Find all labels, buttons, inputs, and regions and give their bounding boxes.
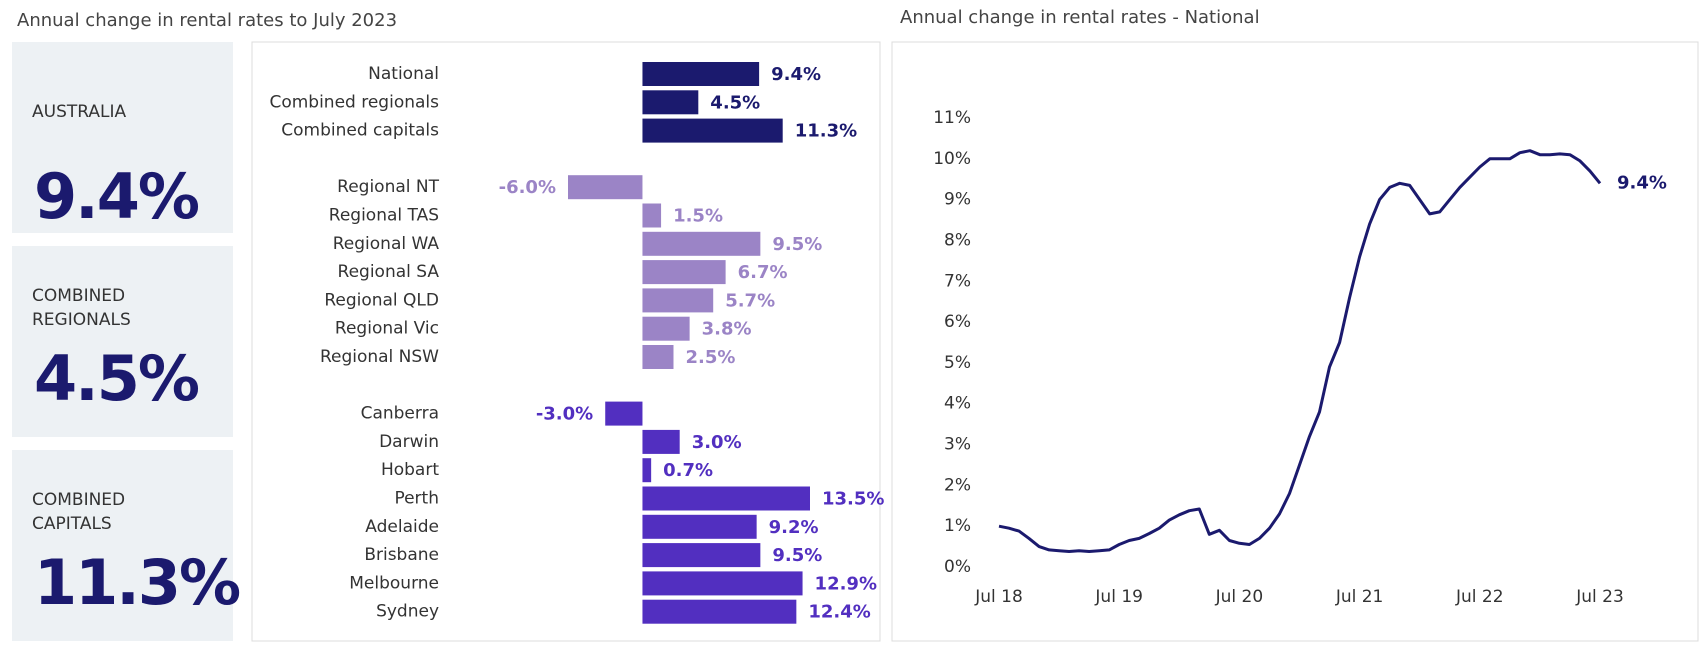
y-tick-label: 10% bbox=[933, 149, 971, 169]
value-label: 9.5% bbox=[772, 545, 822, 566]
y-tick-label: 6% bbox=[944, 312, 971, 332]
bar bbox=[642, 118, 783, 143]
category-label: Sydney bbox=[376, 602, 439, 622]
value-label: 6.7% bbox=[738, 262, 788, 283]
bar bbox=[642, 288, 714, 313]
bar bbox=[642, 599, 797, 624]
bar bbox=[642, 203, 662, 228]
kpi-card: COMBINED CAPITALS 11.3% bbox=[12, 450, 241, 641]
y-tick-label: 8% bbox=[944, 230, 971, 250]
y-tick-label: 3% bbox=[944, 435, 971, 455]
x-tick-label: Jul 22 bbox=[1455, 587, 1504, 607]
y-tick-label: 2% bbox=[944, 475, 971, 495]
x-tick-label: Jul 23 bbox=[1575, 587, 1624, 607]
y-tick-label: 7% bbox=[944, 271, 971, 291]
category-label: Regional Vic bbox=[335, 319, 439, 339]
category-label: National bbox=[368, 64, 439, 84]
category-label: Hobart bbox=[381, 460, 439, 480]
value-label: -3.0% bbox=[536, 404, 593, 425]
bar-title: Annual change in rental rates to July 20… bbox=[17, 10, 397, 31]
y-tick-label: 9% bbox=[944, 190, 971, 210]
bar bbox=[642, 514, 757, 539]
bar bbox=[642, 90, 699, 115]
category-label: Canberra bbox=[361, 404, 439, 424]
bar bbox=[568, 175, 643, 200]
x-tick-label: Jul 21 bbox=[1335, 587, 1384, 607]
value-label: 12.4% bbox=[808, 602, 870, 623]
end-label: 9.4% bbox=[1617, 172, 1667, 193]
bar bbox=[642, 571, 803, 596]
kpi-value: 4.5% bbox=[34, 342, 200, 415]
kpi-value: 9.4% bbox=[34, 160, 200, 233]
y-tick-label: 0% bbox=[944, 557, 971, 577]
bar bbox=[642, 543, 761, 568]
y-tick-label: 4% bbox=[944, 394, 971, 414]
line-title: Annual change in rental rates - National bbox=[900, 7, 1260, 28]
category-label: Regional WA bbox=[333, 234, 440, 254]
bar bbox=[642, 62, 760, 86]
category-label: Regional NT bbox=[337, 177, 439, 197]
bar bbox=[642, 231, 761, 256]
value-label: 9.4% bbox=[771, 64, 821, 85]
category-label: Regional QLD bbox=[324, 290, 439, 310]
kpi-label: COMBINED REGIONALS bbox=[32, 286, 131, 330]
y-tick-label: 1% bbox=[944, 516, 971, 536]
kpi-card: AUSTRALIA 9.4% bbox=[12, 42, 233, 233]
kpi-label: COMBINED CAPITALS bbox=[32, 490, 126, 534]
value-label: 0.7% bbox=[663, 460, 713, 481]
value-label: 13.5% bbox=[822, 489, 884, 510]
value-label: -6.0% bbox=[499, 177, 556, 198]
value-label: 5.7% bbox=[725, 290, 775, 311]
bar-panel bbox=[251, 41, 881, 642]
bar bbox=[642, 345, 674, 369]
line bbox=[998, 149, 1602, 553]
value-label: 3.8% bbox=[702, 319, 752, 340]
bar bbox=[642, 260, 726, 285]
value-label: 9.5% bbox=[772, 234, 822, 255]
value-label: 9.2% bbox=[769, 517, 819, 538]
category-label: Regional NSW bbox=[320, 347, 439, 367]
kpi-card: COMBINED REGIONALS 4.5% bbox=[12, 246, 233, 437]
category-label: Perth bbox=[394, 489, 439, 509]
category-label: Regional TAS bbox=[329, 206, 439, 226]
x-tick-label: Jul 18 bbox=[974, 587, 1023, 607]
category-label: Melbourne bbox=[349, 573, 439, 593]
bar bbox=[642, 316, 690, 341]
category-label: Brisbane bbox=[364, 545, 439, 565]
bar bbox=[642, 458, 652, 483]
value-label: 3.0% bbox=[692, 432, 742, 453]
value-label: 11.3% bbox=[795, 121, 857, 142]
value-label: 1.5% bbox=[673, 206, 723, 227]
y-tick-label: 11% bbox=[933, 108, 971, 128]
value-label: 2.5% bbox=[685, 347, 735, 368]
category-label: Darwin bbox=[379, 432, 439, 452]
line-panel bbox=[891, 41, 1699, 642]
bar bbox=[605, 401, 643, 426]
category-label: Adelaide bbox=[365, 517, 439, 537]
x-tick-label: Jul 19 bbox=[1094, 587, 1143, 607]
category-label: Combined regionals bbox=[269, 92, 439, 112]
value-label: 4.5% bbox=[710, 92, 760, 113]
x-tick-label: Jul 20 bbox=[1215, 587, 1264, 607]
category-label: Regional SA bbox=[338, 262, 440, 282]
kpi-value: 11.3% bbox=[34, 546, 241, 619]
bar bbox=[642, 486, 810, 511]
y-tick-label: 5% bbox=[944, 353, 971, 373]
category-label: Combined capitals bbox=[281, 121, 439, 141]
bar bbox=[642, 429, 680, 454]
kpi-label: AUSTRALIA bbox=[32, 102, 127, 122]
value-label: 12.9% bbox=[815, 573, 877, 594]
